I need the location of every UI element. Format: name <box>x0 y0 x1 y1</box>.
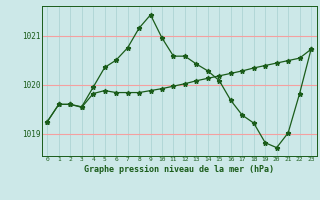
X-axis label: Graphe pression niveau de la mer (hPa): Graphe pression niveau de la mer (hPa) <box>84 165 274 174</box>
